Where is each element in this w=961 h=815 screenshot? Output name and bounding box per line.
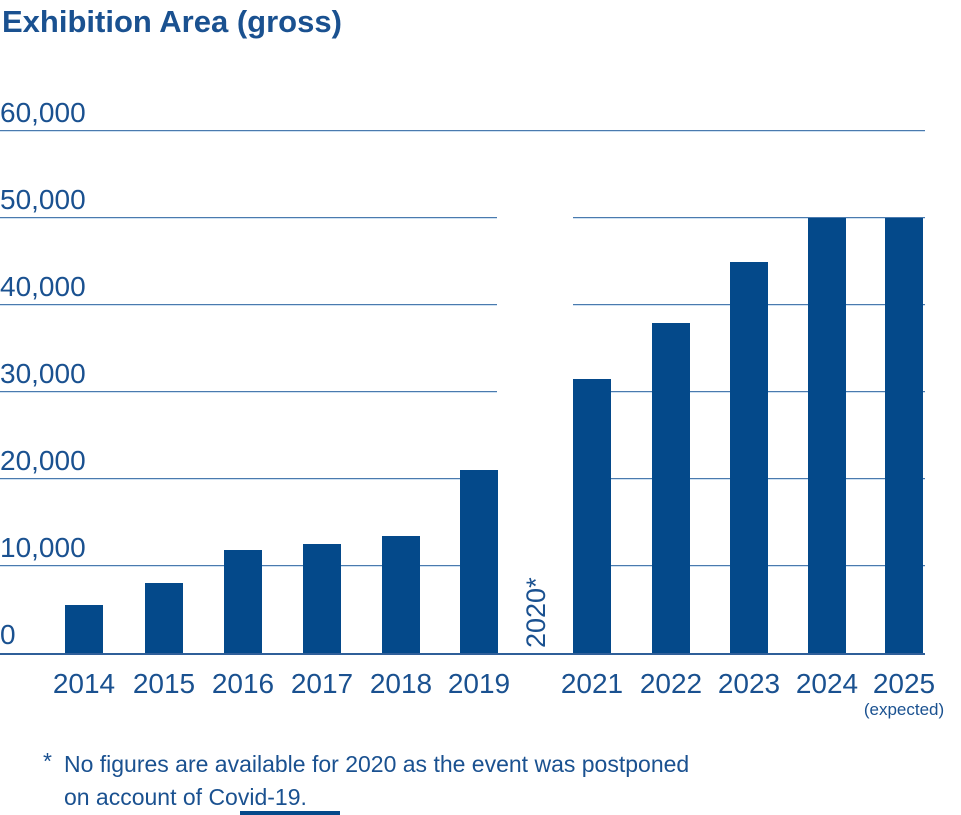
expected-note: (expected) [863,700,945,719]
missing-year-label-2020: 2020* [521,577,551,648]
x-axis-label-2016: 2016 [211,668,275,699]
footnote-text: No figures are available for 2020 as the… [64,748,689,814]
bar-2015 [145,582,183,653]
gridline-60000 [0,130,925,133]
gridline-50000-seg1 [0,217,497,220]
footnote-asterisk: * [43,748,52,774]
x-axis-label-2017: 2017 [290,668,354,699]
x-axis-label-2014: 2014 [52,668,116,699]
y-axis-label-0: 0 [0,619,16,650]
y-axis-label-20000: 20,000 [0,445,86,477]
bar-2024 [808,218,846,653]
cropped-bottom-graphic [240,811,340,815]
footnote-line-1: No figures are available for 2020 as the… [63,751,690,777]
bar-2017 [303,544,341,653]
y-axis-label-40000: 40,000 [0,271,86,303]
y-axis-label-60000: 60,000 [0,97,86,129]
bar-2023 [730,261,768,653]
gridline-20000-seg1 [0,478,497,481]
bar-2016 [224,550,262,653]
gridline-30000-seg1 [0,391,497,394]
gridline-50000-seg2 [573,217,925,220]
bar-2021 [573,379,611,653]
x-axis-label-2015: 2015 [132,668,196,699]
x-axis-label-2024: 2024 [795,668,859,699]
chart-title: Exhibition Area (gross) [2,4,342,39]
y-axis-label-50000: 50,000 [0,184,86,216]
bar-2022 [652,322,690,653]
y-axis-label-10000: 10,000 [0,532,86,564]
x-axis-label-2022: 2022 [639,668,703,699]
x-axis-label-2018: 2018 [369,668,433,699]
x-axis-label-2019: 2019 [447,668,511,699]
x-axis-label-2025: 2025 [872,668,936,699]
bar-2019 [460,470,498,653]
gridline-40000-seg1 [0,304,497,307]
bar-2018 [382,535,420,653]
x-axis-line [0,653,925,655]
y-axis-label-30000: 30,000 [0,358,86,390]
footnote-line-2: on account of Covid-19. [63,784,307,810]
x-axis-label-2023: 2023 [717,668,781,699]
bar-2025 [885,218,923,653]
bar-2014 [65,605,103,653]
footnote: * No figures are available for 2020 as t… [43,748,689,814]
x-axis-label-2021: 2021 [560,668,624,699]
